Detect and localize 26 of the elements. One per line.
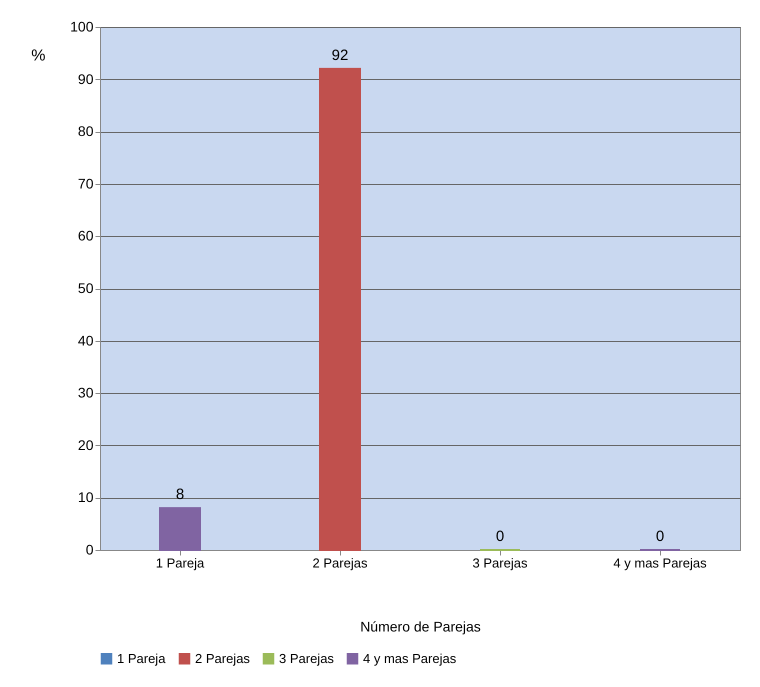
y-axis-title: %: [31, 48, 46, 64]
x-tick-label: 1 Pareja: [156, 556, 205, 570]
x-tick-label: 4 y mas Parejas: [613, 556, 708, 570]
y-tick-label: 40: [78, 332, 94, 348]
y-tick-label: 100: [70, 18, 94, 34]
legend-label: 2 Parejas: [195, 650, 250, 666]
x-tick-label: 3 Parejas: [472, 556, 528, 570]
x-tick-label: 2 Parejas: [312, 556, 368, 570]
legend-label: 3 Parejas: [279, 650, 334, 666]
y-tick-label: 50: [78, 280, 94, 296]
y-tick-label: 10: [78, 489, 94, 506]
bar: [319, 68, 361, 551]
y-tick-label: 80: [78, 123, 94, 140]
y-tick-label: 60: [78, 228, 94, 244]
y-tick-label: 70: [78, 175, 94, 192]
data-label: 0: [496, 528, 504, 545]
y-tick-label: 30: [78, 384, 94, 401]
x-axis-title: Número de Parejas: [360, 618, 481, 634]
legend-label: 1 Pareja: [117, 650, 166, 666]
legend-label: 4 y mas Parejas: [363, 650, 457, 666]
y-tick-label: 90: [78, 70, 94, 87]
bar: [159, 507, 201, 551]
y-tick-label: 0: [86, 542, 94, 558]
data-label: 0: [656, 528, 664, 545]
data-label: 92: [332, 46, 348, 64]
y-tick-label: 20: [78, 436, 94, 453]
